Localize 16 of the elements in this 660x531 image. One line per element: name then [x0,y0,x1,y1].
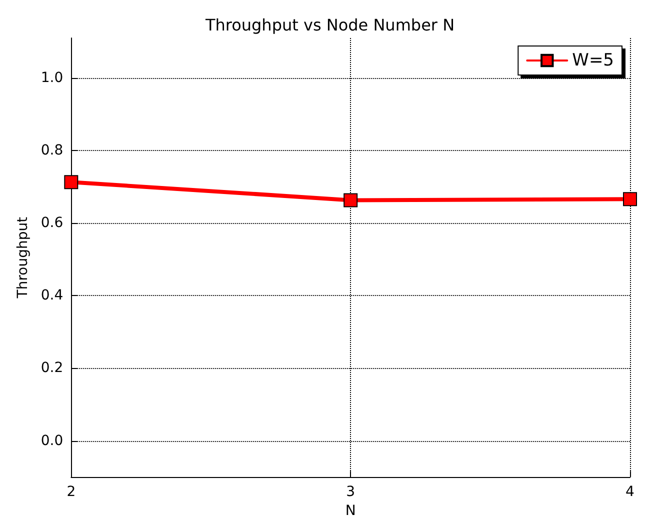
x-tick-label: 2 [66,484,76,500]
point [623,192,637,206]
y-tick-label: 0.8 [40,142,64,158]
x-tick-label: 3 [346,484,356,500]
chart-title: Throughput vs Node Number N [204,16,455,34]
legend-label: W=5 [572,50,614,70]
y-axis-title: Throughput [15,216,31,300]
y-tick-label: 0.6 [40,215,64,232]
y-tick-label: 1.0 [40,70,64,86]
x-tick-label: 4 [626,484,635,500]
y-tick-label: 0.4 [40,288,64,304]
point [64,175,78,190]
y-tick-label: 0.2 [40,360,64,376]
x-axis-title: N [345,503,356,519]
point [344,193,358,208]
y-tick-label: 0.0 [40,432,64,449]
